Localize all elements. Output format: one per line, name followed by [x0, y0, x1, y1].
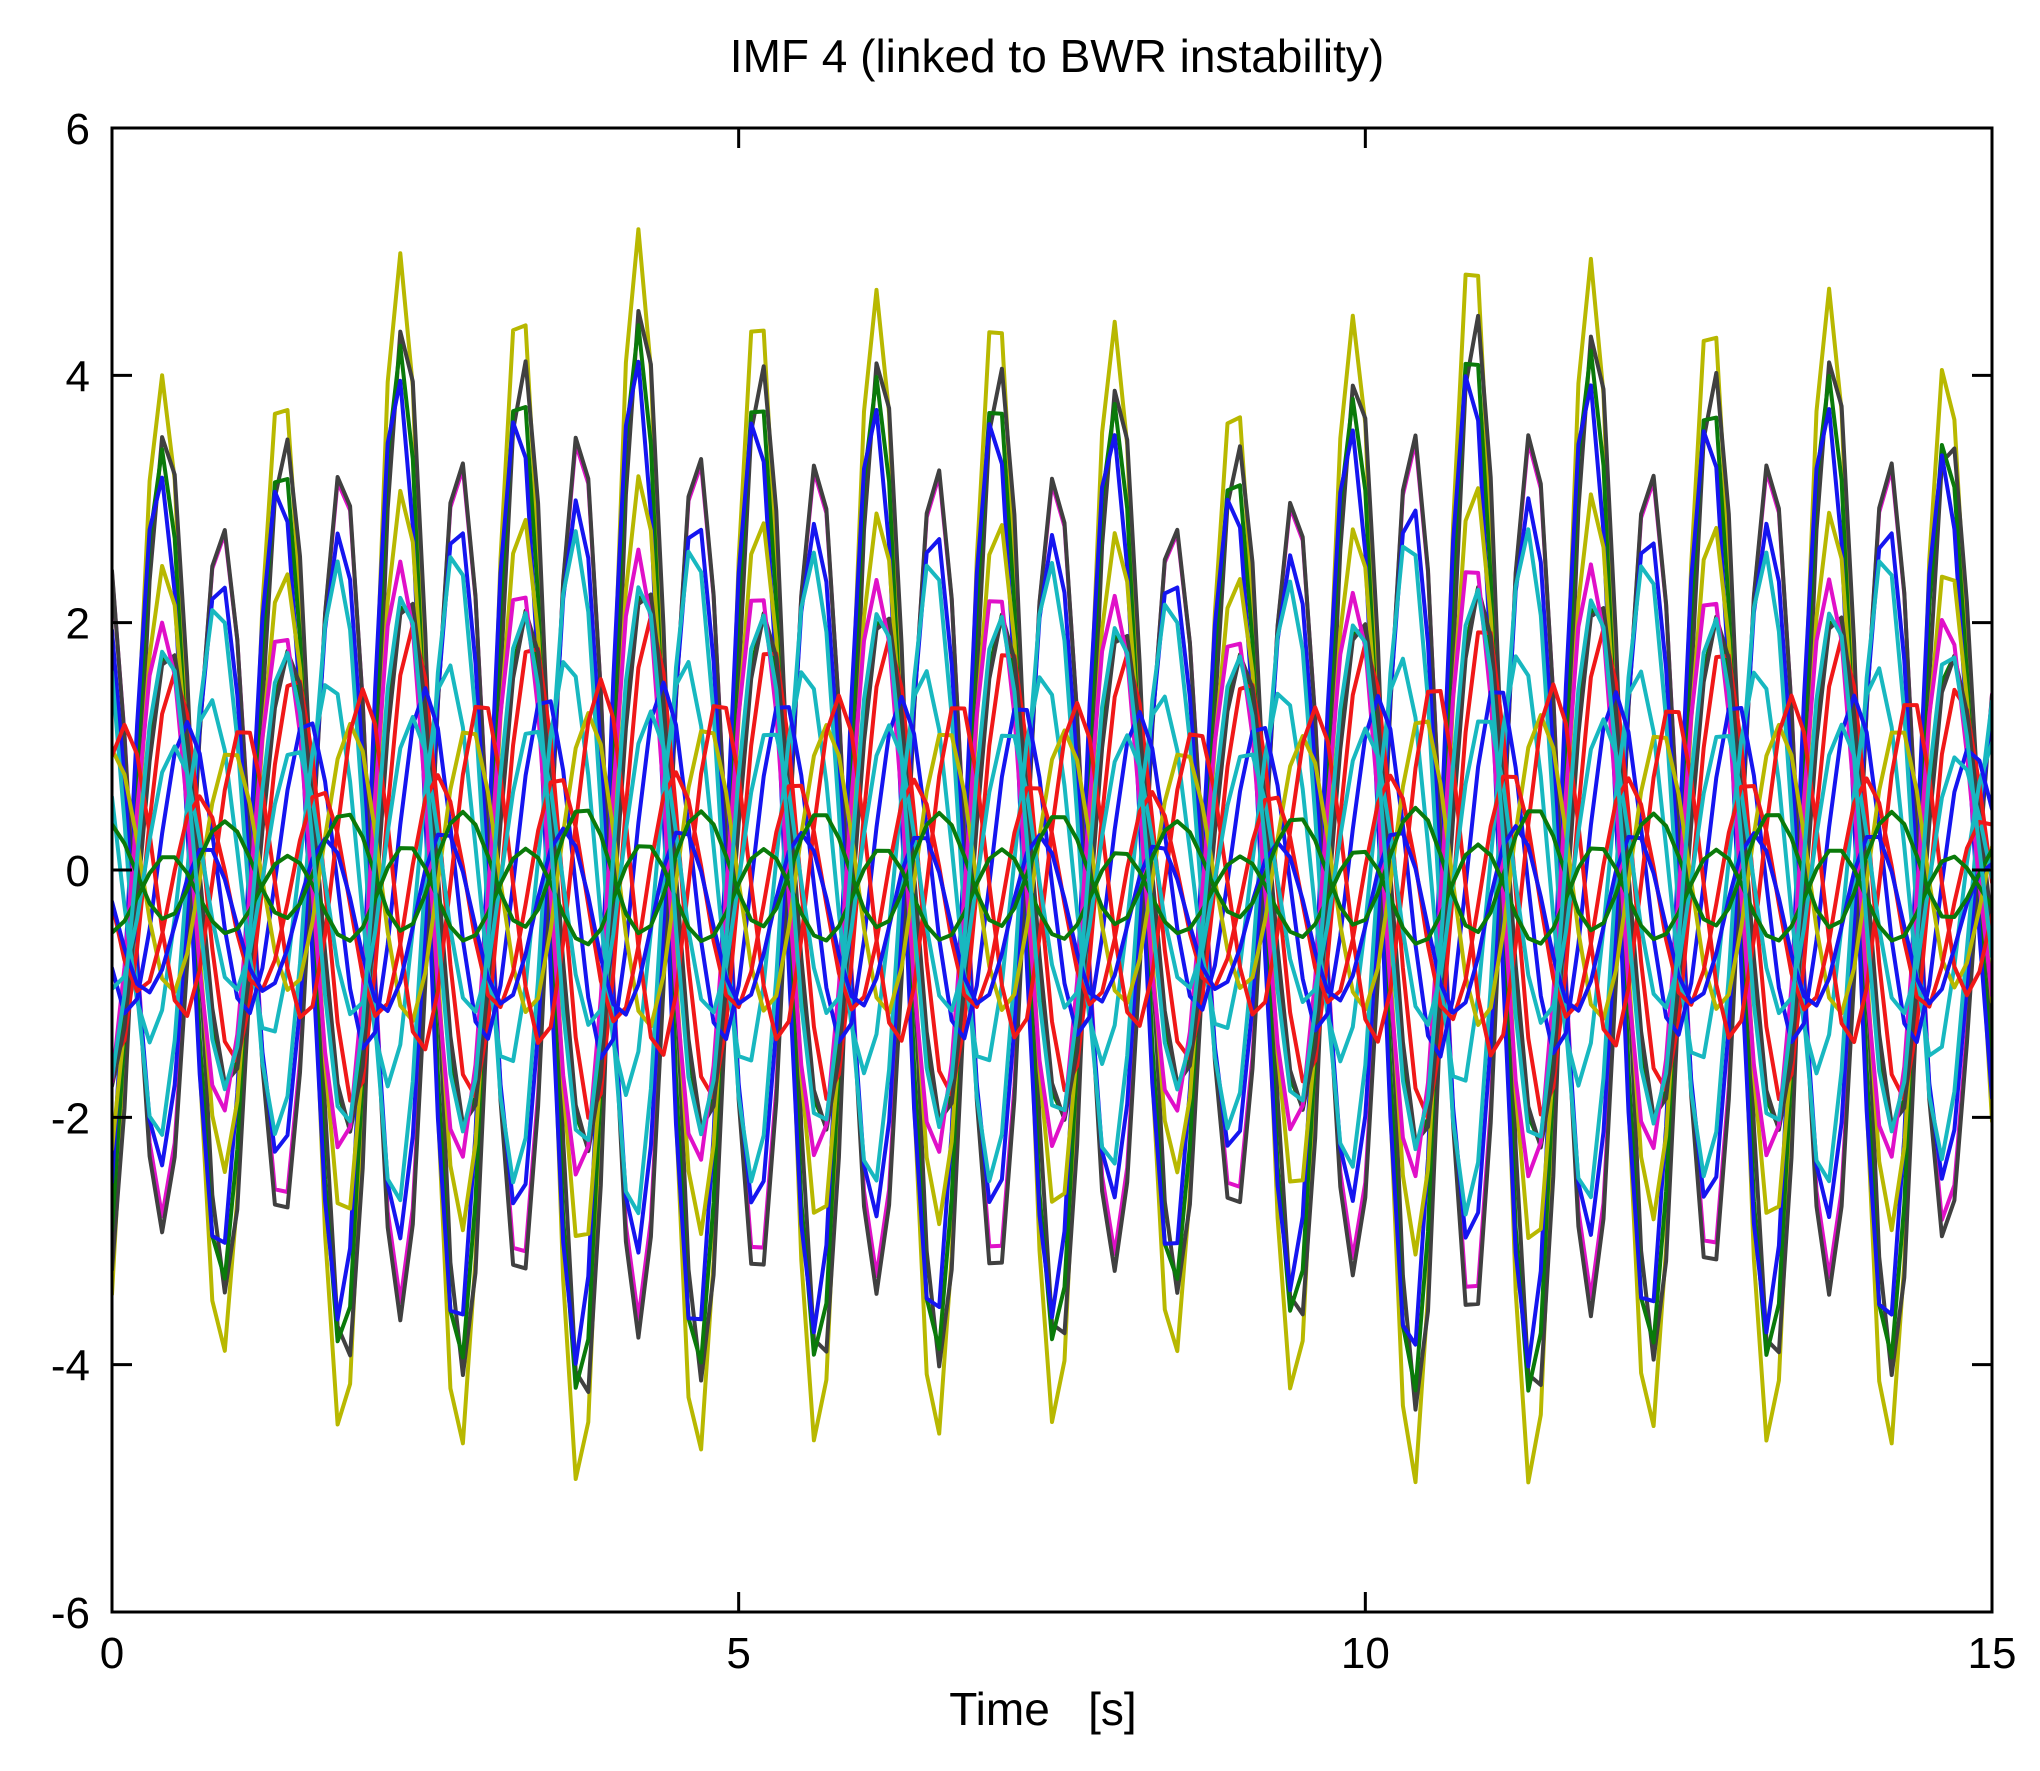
axis-ticks: 0 5 10 15 6 4 2 0 -2 -4 -6 — [51, 105, 2017, 1678]
series-line-19 — [112, 770, 1992, 1024]
y-tick-label-1: 4 — [66, 352, 90, 401]
y-tick-label-5: -4 — [51, 1342, 90, 1391]
y-tick-label-2: 2 — [66, 600, 90, 649]
x-tick-label-3: 15 — [1968, 1629, 2017, 1678]
y-tick-label-6: -6 — [51, 1589, 90, 1638]
series-line-16 — [112, 711, 1992, 1029]
series-layer — [112, 227, 1992, 1485]
series-line-15 — [112, 680, 1992, 1061]
y-tick-label-3: 0 — [66, 847, 90, 896]
y-tick-label-4: -2 — [51, 1094, 90, 1143]
x-tick-label-0: 0 — [100, 1629, 124, 1678]
series-line-22 — [112, 842, 1992, 947]
series-line-11 — [112, 614, 1992, 1120]
series-line-21 — [112, 805, 1992, 936]
chart-title: IMF 4 (linked to BWR instability) — [730, 30, 1384, 82]
x-tick-label-1: 5 — [726, 1629, 750, 1678]
x-axis-label: Time [s] — [949, 1683, 1136, 1735]
x-tick-label-2: 10 — [1341, 1629, 1390, 1678]
series-line-23 — [112, 585, 1992, 1152]
y-tick-label-0: 6 — [66, 105, 90, 154]
